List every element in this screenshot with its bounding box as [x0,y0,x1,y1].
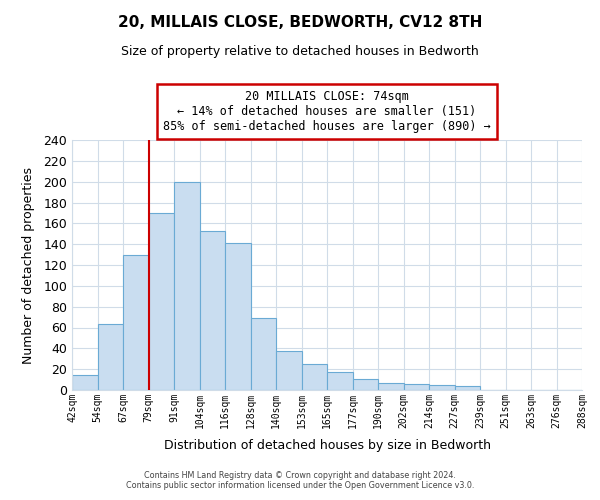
Bar [378,382,404,390]
Bar [149,213,174,390]
Bar [251,318,276,390]
Text: Contains HM Land Registry data © Crown copyright and database right 2024.
Contai: Contains HM Land Registry data © Crown c… [126,470,474,490]
Bar [225,243,251,390]
Bar [123,254,149,390]
Text: 20, MILLAIS CLOSE, BEDWORTH, CV12 8TH: 20, MILLAIS CLOSE, BEDWORTH, CV12 8TH [118,15,482,30]
Bar [429,385,455,390]
Bar [327,372,353,390]
Bar [302,364,327,390]
Bar [276,352,302,390]
Bar [72,376,97,390]
X-axis label: Distribution of detached houses by size in Bedworth: Distribution of detached houses by size … [163,439,491,452]
Bar [174,182,199,390]
Bar [455,386,480,390]
Text: Size of property relative to detached houses in Bedworth: Size of property relative to detached ho… [121,45,479,58]
Bar [353,378,378,390]
Text: 20 MILLAIS CLOSE: 74sqm
← 14% of detached houses are smaller (151)
85% of semi-d: 20 MILLAIS CLOSE: 74sqm ← 14% of detache… [163,90,491,132]
Bar [97,324,123,390]
Y-axis label: Number of detached properties: Number of detached properties [22,166,35,364]
Bar [404,384,429,390]
Bar [199,230,225,390]
